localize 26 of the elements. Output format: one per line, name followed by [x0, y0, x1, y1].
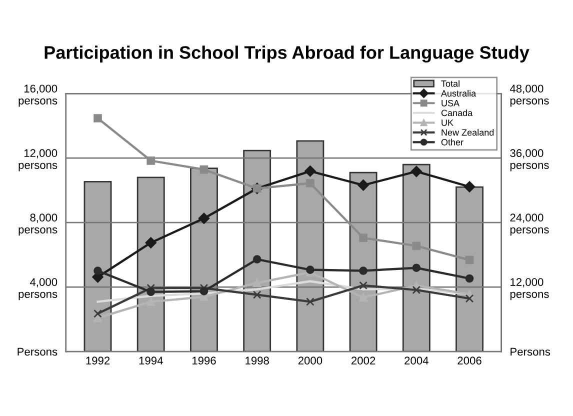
legend-label: USA [442, 100, 460, 106]
legend-label: Canada [441, 110, 473, 116]
x-tick-label: 2000 [298, 356, 322, 365]
y-tick-label: 8,000 persons [18, 214, 58, 236]
x-tick-label: 1992 [86, 356, 110, 365]
legend-label: Total [441, 80, 460, 87]
y-tick-label: 12,000 persons [18, 149, 58, 172]
x-tick-label: 2006 [458, 356, 482, 365]
legend-label: UK [442, 120, 454, 126]
y2-tick-label: Persons [510, 348, 550, 356]
x-tick-label: 1998 [246, 356, 269, 365]
y2-tick-label: 48,000 persons [510, 84, 549, 107]
x-tick-label: 1994 [139, 356, 163, 365]
y2-tick-label: 24,000 persons [510, 214, 549, 236]
y2-tick-label: 12,000 persons [510, 278, 549, 300]
x-tick-label: 2004 [404, 356, 428, 365]
y-tick-label: 16,000 persons [18, 84, 58, 107]
y2-tick-label: 36,000 persons [510, 149, 549, 172]
x-tick-label: 1996 [192, 356, 216, 365]
y-tick-label: Persons [18, 348, 58, 356]
x-tick-label: 2002 [351, 356, 376, 365]
legend-label: Australia [440, 90, 476, 97]
legend-label: Other [441, 138, 464, 146]
y-tick-label: 4,000 persons [18, 278, 58, 300]
legend-label: New Zealand [442, 129, 494, 136]
chart-title: Participation in School Trips Abroad for Language Study [44, 46, 530, 63]
